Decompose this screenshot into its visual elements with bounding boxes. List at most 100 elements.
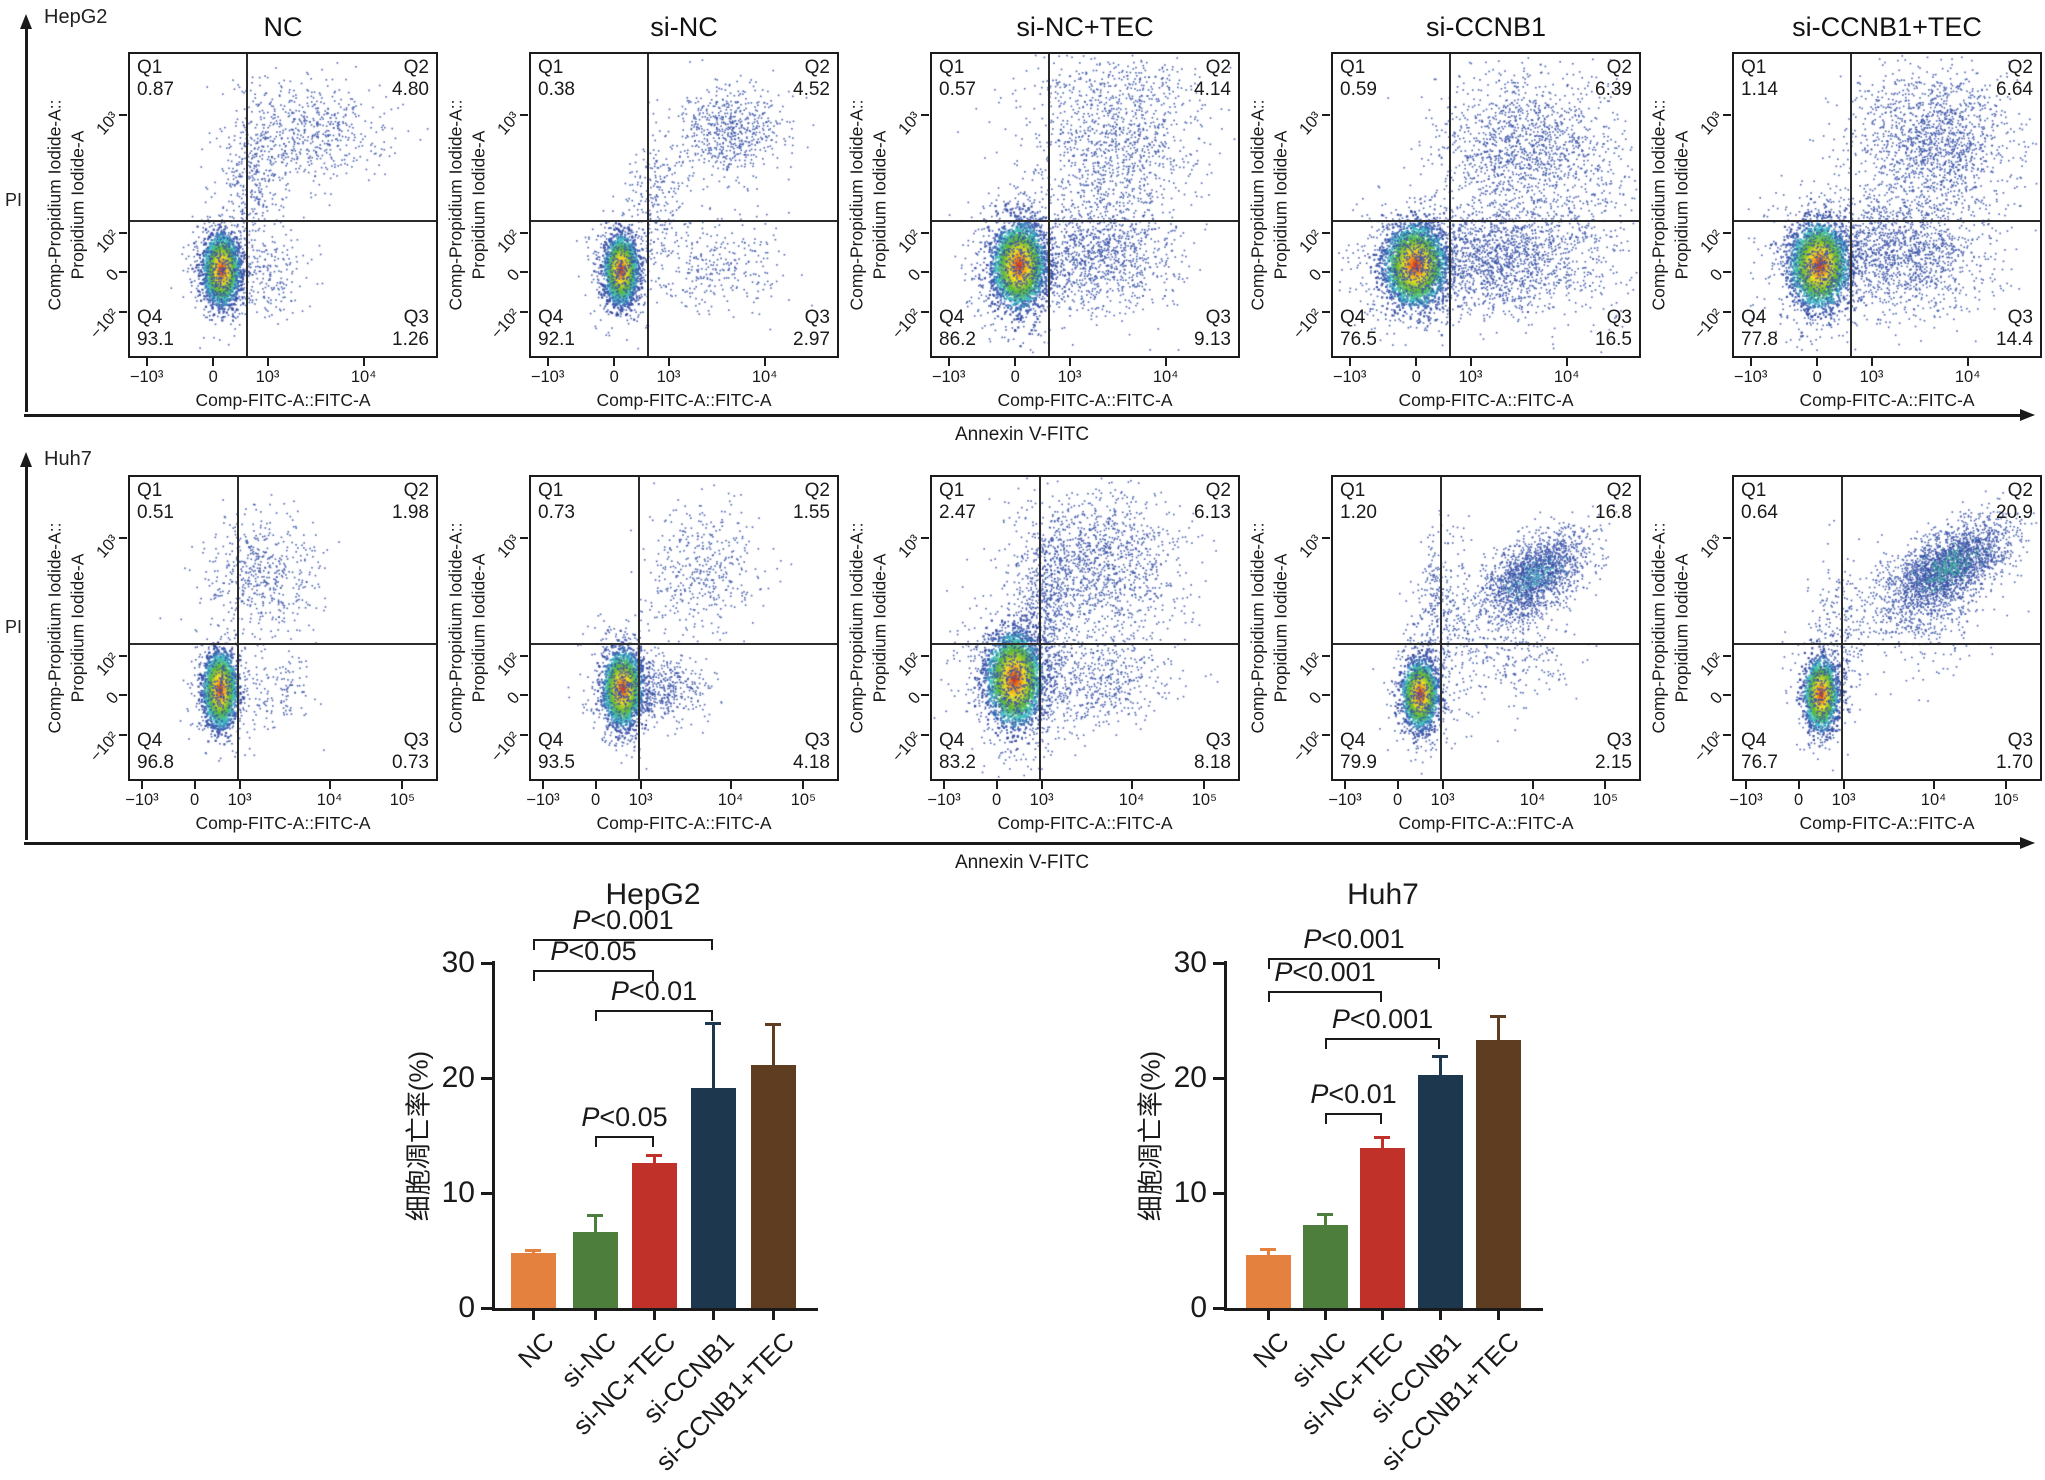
quadrant-q4-value: 83.2 bbox=[939, 751, 976, 773]
x-tick-mark bbox=[1797, 781, 1800, 789]
error-bar-cap bbox=[1317, 1212, 1333, 1216]
quadrant-q3-name: Q3 bbox=[1205, 306, 1231, 328]
y-axis-label-line2: Propidium Iodide-A bbox=[869, 553, 889, 703]
category-tick-mark bbox=[1380, 1311, 1384, 1320]
x-tick-label: 0 bbox=[1812, 368, 1822, 386]
quadrant-q1: Q1 0.73 bbox=[538, 480, 575, 524]
significance-bracket bbox=[1325, 1112, 1382, 1124]
error-bar-line bbox=[1380, 1135, 1384, 1149]
quadrant-q1-value: 1.20 bbox=[1340, 502, 1377, 524]
x-tick-mark bbox=[193, 781, 196, 789]
quadrant-q2: Q2 16.8 bbox=[1595, 480, 1632, 524]
chart-title: Huh7 bbox=[1347, 878, 1419, 911]
quadrant-q2: Q2 6.13 bbox=[1194, 480, 1231, 524]
x-tick-mark bbox=[1842, 781, 1845, 789]
significance-bracket bbox=[595, 1135, 654, 1147]
error-bar-line bbox=[1266, 1248, 1270, 1256]
y-tick-mark bbox=[921, 536, 929, 539]
x-tick-label: 10³ bbox=[1057, 368, 1082, 386]
x-tick-mark bbox=[145, 358, 148, 366]
x-tick-mark bbox=[594, 781, 597, 789]
chart-title: HepG2 bbox=[605, 878, 701, 911]
y-tick-label: 0 bbox=[102, 265, 123, 285]
significance-label: P<0.001 bbox=[572, 905, 673, 936]
x-tick-mark bbox=[1744, 781, 1747, 789]
quadrant-q2-value: 16.8 bbox=[1595, 502, 1632, 524]
x-tick-label: 10⁴ bbox=[1954, 368, 1981, 386]
x-tick-mark bbox=[401, 781, 404, 789]
y-tick-mark bbox=[119, 654, 127, 657]
flow-panel: si-CCNB1+TEC Q1 1.14 Q2 6.64 Q4 77.8 Q3 14.4 10³ 1… bbox=[1648, 12, 2042, 410]
x-tick-mark bbox=[362, 358, 365, 366]
x-axis-label: Comp-FITC-A::FITC-A bbox=[997, 813, 1173, 833]
y-tick-label: −10² bbox=[86, 728, 123, 766]
quadrant-q1-name: Q1 bbox=[137, 480, 163, 501]
quadrant-q2-name: Q2 bbox=[1606, 480, 1632, 501]
x-tick-mark bbox=[1348, 358, 1351, 366]
quadrant-q2: Q2 4.52 bbox=[793, 57, 830, 101]
y-tick-label: −10² bbox=[1690, 305, 1727, 343]
x-axis-label: Comp-FITC-A::FITC-A bbox=[195, 813, 371, 833]
plot-title: si-CCNB1 bbox=[1425, 12, 1546, 42]
flow-panel: Q1 1.20 Q2 16.8 Q4 79.9 Q3 2.15 10³ 10² 0 −10² −10³ 0… bbox=[1247, 475, 1641, 833]
quadrant-q3: Q3 16.5 bbox=[1595, 307, 1632, 351]
x-tick-mark bbox=[942, 781, 945, 789]
plot-title: si-NC bbox=[650, 12, 718, 42]
x-tick-mark bbox=[729, 781, 732, 789]
y-tick-mark bbox=[921, 654, 929, 657]
x-axis-line bbox=[1224, 1308, 1543, 1311]
y-axis-label: Comp-Propidium Iodide-A:: Propidium Iodid… bbox=[444, 99, 490, 310]
flow-plot-box: Q1 0.51 Q2 1.98 Q4 96.8 Q3 0.73 bbox=[128, 475, 438, 781]
y-tick-mark bbox=[481, 1306, 492, 1310]
y-tick-mark bbox=[1723, 734, 1731, 737]
y-tick-mark bbox=[520, 311, 528, 314]
y-tick-label: −10² bbox=[888, 305, 925, 343]
bar bbox=[631, 1163, 677, 1308]
y-tick-mark bbox=[921, 271, 929, 274]
error-bar-cap bbox=[587, 1213, 603, 1217]
y-tick-label: 0 bbox=[904, 265, 925, 285]
y-axis-label-line1: Comp-Propidium Iodide-A:: bbox=[445, 522, 466, 734]
error-bar-cap bbox=[705, 1021, 721, 1025]
error-bar-line bbox=[1496, 1014, 1500, 1041]
flow-panel: NC Q1 0.87 Q2 4.80 Q4 93.1 Q3 1.26 10³ 10² 0 −10² −10… bbox=[44, 12, 438, 410]
y-tick-mark bbox=[520, 654, 528, 657]
flow-panel: Q1 2.47 Q2 6.13 Q4 83.2 Q3 8.18 10³ 10² 0 −10² −10³ 0… bbox=[846, 475, 1240, 833]
outer-y-axis-label: PI bbox=[5, 617, 23, 637]
x-tick-mark bbox=[639, 781, 642, 789]
quadrant-q3-value: 1.70 bbox=[1996, 751, 2033, 773]
quadrant-q3: Q3 1.70 bbox=[1996, 730, 2033, 774]
x-tick-label: 10⁴ bbox=[751, 368, 778, 386]
y-tick-mark bbox=[1723, 271, 1731, 274]
x-tick-mark bbox=[266, 358, 269, 366]
y-axis-label-line1: Comp-Propidium Iodide-A:: bbox=[44, 99, 65, 311]
quadrant-q4: Q4 86.2 bbox=[939, 307, 976, 351]
flow-scatter-canvas bbox=[130, 54, 436, 356]
flow-plot-box: Q1 0.73 Q2 1.55 Q4 93.5 Q3 4.18 bbox=[529, 475, 839, 781]
error-bar-cap bbox=[1432, 1055, 1448, 1058]
y-axis-label: 细胞凋亡率(%) bbox=[403, 1050, 434, 1221]
y-tick-mark bbox=[921, 734, 929, 737]
quadrant-q1-name: Q1 bbox=[1741, 480, 1767, 501]
y-tick-mark bbox=[119, 694, 127, 697]
flow-x-axis-arrowhead-icon bbox=[2020, 836, 2035, 849]
bar bbox=[1359, 1148, 1405, 1308]
significance-p-value: <0.001 bbox=[1349, 1003, 1434, 1034]
quadrant-q4-value: 96.8 bbox=[137, 751, 174, 773]
quadrant-q3-name: Q3 bbox=[1205, 729, 1231, 751]
x-axis-label: Comp-FITC-A::FITC-A bbox=[596, 390, 772, 410]
flow-scatter-canvas bbox=[932, 477, 1238, 779]
flow-scatter-canvas bbox=[1734, 477, 2040, 779]
flow-scatter-canvas bbox=[1333, 54, 1639, 356]
y-tick-mark bbox=[119, 734, 127, 737]
flow-panel: Q1 0.51 Q2 1.98 Q4 96.8 Q3 0.73 10³ 10² 0 −10² −10³ 0… bbox=[44, 475, 438, 833]
y-tick-mark bbox=[119, 311, 127, 314]
quadrant-q4-value: 76.5 bbox=[1340, 328, 1377, 350]
quadrant-hline bbox=[130, 220, 436, 222]
y-axis-label-line2: Propidium Iodide-A bbox=[1671, 130, 1691, 280]
quadrant-q2-name: Q2 bbox=[1205, 57, 1231, 78]
y-tick-mark bbox=[921, 694, 929, 697]
x-tick-label: 10⁴ bbox=[350, 368, 377, 386]
bar bbox=[1302, 1225, 1348, 1308]
quadrant-hline bbox=[1734, 220, 2040, 222]
